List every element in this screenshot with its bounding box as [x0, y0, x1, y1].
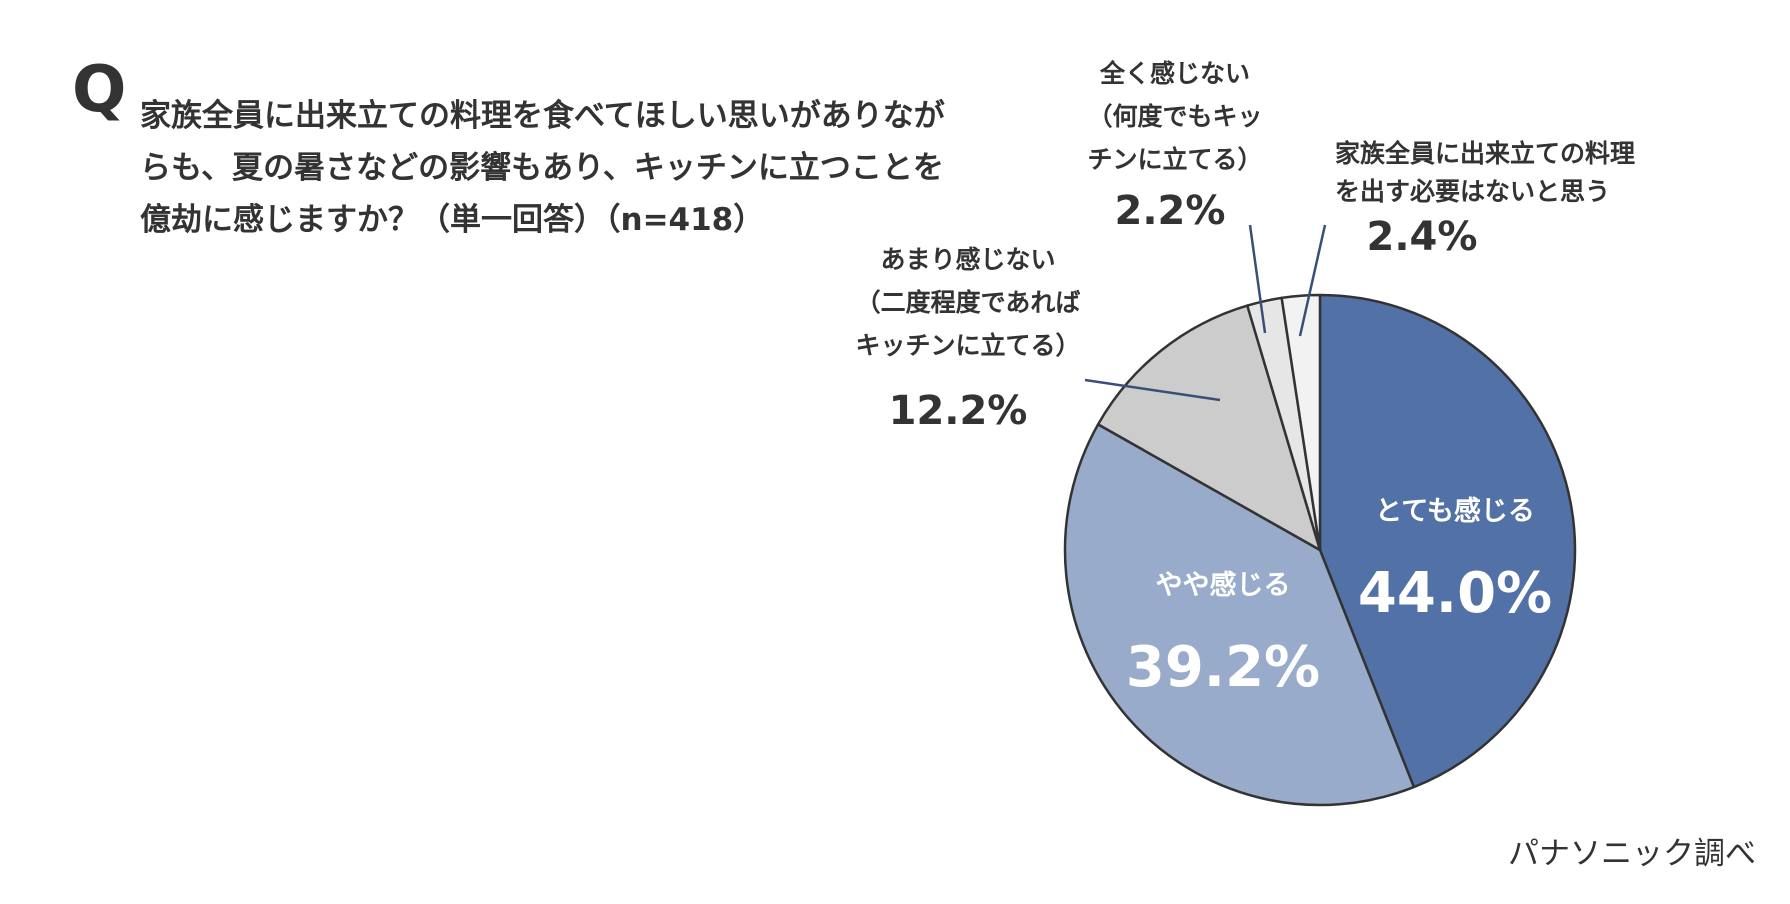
slice-value-2: 39.2%	[1126, 635, 1320, 700]
pie-slice-5	[1280, 293, 1322, 552]
slice-value-3: 12.2%	[889, 388, 1028, 434]
slice-label-3-line-3: キッチンに立てる）	[855, 331, 1080, 360]
pie-slice-1	[1318, 293, 1577, 789]
slice-label-4-line-3: チンに立てる）	[1087, 145, 1262, 174]
slice-label-4-line-2: （何度でもキッ	[1087, 102, 1262, 131]
slice-label-2: やや感じる	[1156, 569, 1291, 601]
question-mark: Q	[72, 53, 127, 127]
question-line-3: 億劫に感じますか？（単一回答）（n=418）	[140, 202, 765, 238]
slice-label-4-line-1: 全く感じない	[1099, 59, 1250, 88]
leader-line-3	[1084, 378, 1221, 402]
slice-label-5-line-1: 家族全員に出来立ての料理	[1335, 139, 1635, 168]
question-text: 家族全員に出来立ての料理を食べてほしい思いがありなが らも、夏の暑さなどの影響も…	[140, 90, 1020, 246]
pie-slice-2	[1063, 423, 1416, 807]
slice-value-4: 2.2%	[1115, 188, 1226, 234]
slice-label-3-line-2: （二度程度であれば	[856, 288, 1081, 317]
slice-label-3-line-1: あまり感じない	[880, 245, 1055, 274]
slice-value-1: 44.0%	[1358, 561, 1552, 626]
slice-label-1: とても感じる	[1375, 495, 1535, 527]
question-line-1: 家族全員に出来立ての料理を食べてほしい思いがありなが	[140, 98, 945, 134]
leader-line-5	[1298, 224, 1327, 337]
slice-label-5-line-2: を出す必要はないと思う	[1335, 177, 1610, 206]
leader-line-4	[1248, 224, 1267, 334]
question-line-2: らも、夏の暑さなどの影響もあり、キッチンに立つことを	[140, 150, 944, 186]
source-note: パナソニック調べ	[1508, 836, 1756, 872]
slice-value-5: 2.4%	[1367, 214, 1478, 260]
